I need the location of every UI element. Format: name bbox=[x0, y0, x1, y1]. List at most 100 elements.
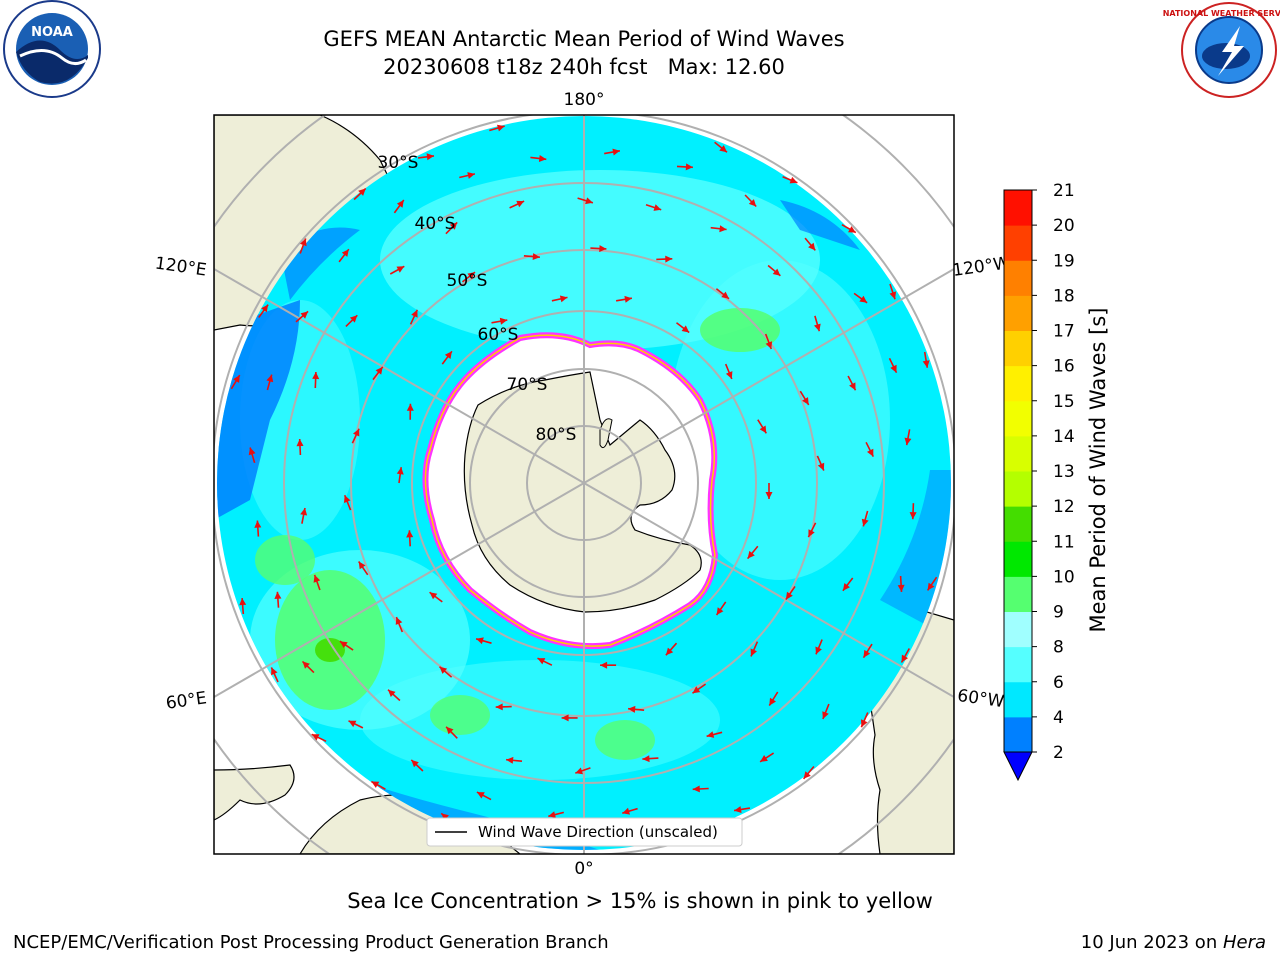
wind-wave-arrowhead bbox=[901, 654, 908, 663]
wind-wave-arrowhead bbox=[867, 448, 874, 457]
lat-label-80s: 80°S bbox=[536, 425, 577, 445]
wind-wave-arrowhead bbox=[622, 807, 630, 815]
wind-wave-arrowhead bbox=[312, 372, 320, 380]
wind-wave-arrowhead bbox=[628, 705, 636, 713]
colorbar-segment bbox=[1004, 260, 1032, 296]
wind-wave-arrowhead bbox=[341, 249, 349, 257]
colorbar-tick-label: 15 bbox=[1053, 392, 1075, 412]
wind-wave-arrowhead bbox=[271, 667, 278, 676]
colorbar-tick-label: 9 bbox=[1053, 603, 1064, 623]
noaa-logo-text: NOAA bbox=[31, 25, 73, 40]
colorbar-tick-label: 18 bbox=[1053, 286, 1075, 306]
lat-label-60s: 60°S bbox=[478, 325, 519, 345]
wind-wave-arrowhead bbox=[548, 811, 556, 818]
wind-wave-arrowhead bbox=[429, 592, 438, 600]
wind-wave-arrowhead bbox=[849, 382, 856, 391]
wind-wave-arrowhead bbox=[685, 163, 693, 171]
antarctic-peninsula bbox=[599, 418, 613, 449]
colorbar-tick-label: 6 bbox=[1053, 673, 1064, 693]
wind-wave-arrowhead bbox=[725, 371, 733, 379]
wind-wave-arrowhead bbox=[439, 666, 448, 674]
wind-wave-arrowhead bbox=[495, 703, 503, 711]
wind-wave-arrowhead bbox=[927, 582, 935, 591]
wind-wave-arrowhead bbox=[909, 512, 917, 520]
map-legend: Wind Wave Direction (unscaled) bbox=[426, 817, 743, 847]
wind-wave-arrowhead bbox=[506, 756, 514, 764]
wind-wave-arrowhead bbox=[395, 617, 403, 625]
wind-wave-arrowhead bbox=[706, 731, 715, 738]
wind-wave-arrowhead bbox=[411, 309, 418, 318]
footer-machine: Hera bbox=[1222, 932, 1266, 953]
lat-label-30s: 30°S bbox=[378, 153, 419, 173]
wind-wave-arrowhead bbox=[642, 755, 650, 763]
wind-wave-arrowhead bbox=[358, 561, 366, 570]
wind-wave-arrowhead bbox=[300, 238, 307, 247]
wind-wave-arrowhead bbox=[734, 806, 742, 813]
svg-text:NATIONAL WEATHER SERVICE: NATIONAL WEATHER SERVICE bbox=[1163, 9, 1280, 18]
colorbar-segment bbox=[1004, 365, 1032, 402]
wind-wave-arrowhead bbox=[516, 200, 525, 208]
colorbar-segment bbox=[1004, 330, 1032, 367]
wind-wave-arrowhead bbox=[300, 508, 308, 516]
lon-label-0: 0° bbox=[574, 859, 593, 879]
lat-label-40s: 40°S bbox=[415, 214, 456, 234]
wind-wave-arrowhead bbox=[889, 291, 897, 300]
plot-title: GEFS MEAN Antarctic Mean Period of Wind … bbox=[323, 27, 845, 51]
wind-wave-arrowhead bbox=[750, 648, 757, 657]
wind-wave-arrowhead bbox=[406, 530, 414, 538]
wind-wave-arrowhead bbox=[624, 295, 632, 303]
wind-wave-arrowhead bbox=[444, 351, 452, 359]
wind-wave-arrowhead bbox=[692, 785, 700, 793]
wind-wave-arrowhead bbox=[537, 658, 546, 665]
colorbar-segment bbox=[1004, 471, 1032, 507]
colorbar-label: Mean Period of Wind Waves [s] bbox=[1086, 308, 1110, 633]
wind-wave-arrowhead bbox=[266, 374, 274, 383]
wind-wave-arrowhead bbox=[497, 124, 505, 132]
colorbar-segment bbox=[1004, 400, 1032, 437]
wind-wave-arrowhead bbox=[842, 583, 850, 591]
wind-wave-arrowhead bbox=[344, 495, 351, 503]
wind-wave-arrowhead bbox=[890, 364, 897, 373]
colorbar-segment bbox=[1004, 541, 1032, 577]
wind-wave-arrowhead bbox=[769, 697, 776, 706]
wind-wave-arrowhead bbox=[808, 242, 816, 251]
wind-wave-arrowhead bbox=[358, 188, 366, 196]
wind-wave-arrowhead bbox=[254, 520, 262, 528]
colorbar-segment bbox=[1004, 295, 1032, 331]
wind-wave-arrowhead bbox=[248, 447, 256, 456]
colorbar-tick-label: 4 bbox=[1053, 708, 1064, 728]
wind-wave-arrowhead bbox=[760, 755, 768, 762]
wind-wave-arrowhead bbox=[467, 172, 475, 179]
wind-wave-arrowhead bbox=[371, 781, 380, 788]
sea-ice-caption: Sea Ice Concentration > 15% is shown in … bbox=[347, 889, 933, 913]
colorbar-tick-label: 21 bbox=[1053, 181, 1075, 201]
colorbar-tick-label: 16 bbox=[1053, 357, 1075, 377]
wind-wave-arrowhead bbox=[747, 550, 755, 559]
colorbar-tick-label: 2 bbox=[1053, 743, 1064, 763]
wind-wave-arrowhead bbox=[302, 661, 310, 669]
wind-wave-arrowhead bbox=[612, 148, 620, 156]
wind-wave-arrowhead bbox=[296, 439, 304, 447]
wind-wave-arrowhead bbox=[803, 771, 811, 779]
colorbar-tick-label: 13 bbox=[1053, 462, 1075, 482]
lon-label-120w: 120°W bbox=[951, 253, 1011, 281]
colorbar-segment bbox=[1004, 225, 1032, 261]
wind-wave-arrowhead bbox=[339, 641, 348, 648]
wind-wave-arrows bbox=[230, 124, 938, 846]
wind-wave-arrowhead bbox=[600, 661, 608, 669]
wind-wave-arrowhead bbox=[859, 295, 868, 303]
wind-wave-arrowhead bbox=[300, 311, 309, 319]
colorbar-tick-label: 19 bbox=[1053, 251, 1075, 271]
wind-wave-arrowhead bbox=[375, 366, 383, 375]
wind-wave-arrowhead bbox=[353, 428, 360, 437]
wind-wave-arrowhead bbox=[446, 726, 454, 735]
wind-wave-arrowhead bbox=[396, 200, 404, 208]
lat-label-50s: 50°S bbox=[447, 271, 488, 291]
wind-wave-arrowhead bbox=[765, 492, 773, 499]
wind-wave-arrowhead bbox=[349, 315, 358, 323]
wind-wave-arrowhead bbox=[861, 719, 868, 728]
wind-wave-arrowhead bbox=[274, 591, 282, 599]
colorbar-tick-label: 12 bbox=[1053, 497, 1075, 517]
wind-wave-arrowhead bbox=[904, 437, 912, 446]
wind-wave-arrowhead bbox=[396, 467, 404, 475]
